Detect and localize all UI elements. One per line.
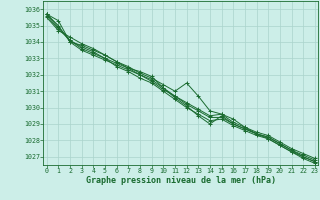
X-axis label: Graphe pression niveau de la mer (hPa): Graphe pression niveau de la mer (hPa) — [86, 176, 276, 185]
